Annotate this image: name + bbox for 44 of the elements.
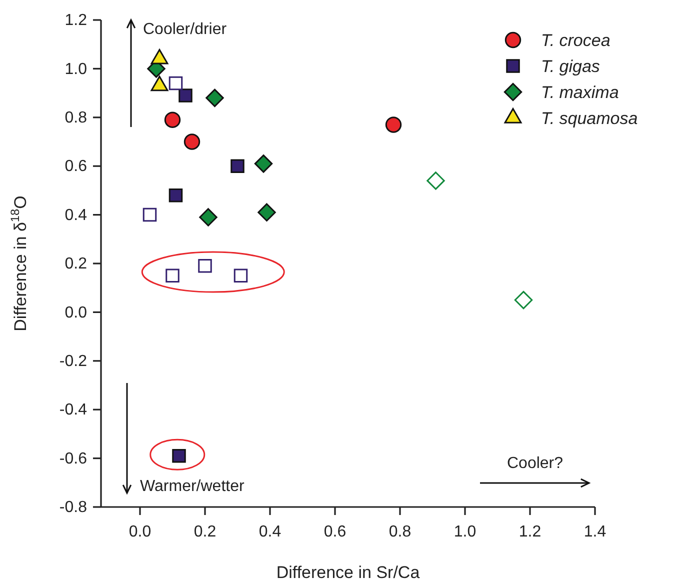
y-tick-label: 1.2	[64, 12, 88, 30]
point	[258, 203, 276, 222]
annotation: Warmer/wetter	[140, 478, 245, 495]
point	[230, 159, 244, 173]
y-tick-label: 0.2	[64, 256, 88, 273]
point	[198, 259, 212, 273]
y-tick-label: -0.8	[59, 499, 88, 516]
point	[254, 154, 273, 173]
x-tick-label: 0.0	[128, 523, 152, 540]
point	[168, 188, 183, 202]
x-tick-label: 1.0	[454, 523, 476, 540]
y-tick-label: 0.6	[64, 158, 88, 176]
x-axis-title: Difference in Sr/Ca	[276, 563, 420, 582]
y-tick-label: -0.4	[59, 402, 88, 419]
y-tick-label: 0.8	[64, 110, 88, 127]
annotation: Cooler/drier	[143, 21, 228, 38]
legend-label: T. crocea	[541, 31, 610, 50]
point	[178, 88, 192, 102]
x-tick-label: 0.2	[194, 523, 216, 540]
point	[142, 208, 157, 222]
point	[164, 112, 181, 128]
point	[426, 172, 445, 190]
point	[206, 88, 224, 108]
point	[514, 290, 533, 310]
annotation: Cooler?	[506, 455, 564, 472]
point	[199, 208, 218, 226]
y-tick-label: 0.4	[64, 206, 88, 224]
y-tick-label: 1.0	[64, 60, 88, 78]
point	[166, 268, 180, 283]
y-tick-label: 0.0	[64, 304, 88, 322]
point	[385, 116, 402, 133]
y-tick-label: -0.6	[59, 450, 88, 468]
y-tick-label: -0.2	[59, 353, 88, 370]
x-tick-label: 0.8	[388, 523, 412, 540]
point	[184, 134, 200, 150]
legend-label: T. squamosa	[541, 109, 638, 128]
legend-label: T. gigas	[541, 57, 600, 76]
x-tick-label: 0.6	[324, 523, 346, 540]
x-tick-label: 0.4	[258, 523, 282, 540]
point	[234, 268, 248, 283]
x-tick-label: 1.2	[518, 523, 542, 540]
x-tick-label: 1.4	[584, 523, 606, 540]
point	[168, 76, 183, 90]
legend-label: T. maxima	[541, 83, 619, 102]
